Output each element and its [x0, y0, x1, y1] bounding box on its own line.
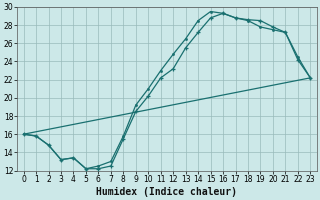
X-axis label: Humidex (Indice chaleur): Humidex (Indice chaleur)	[96, 186, 237, 197]
